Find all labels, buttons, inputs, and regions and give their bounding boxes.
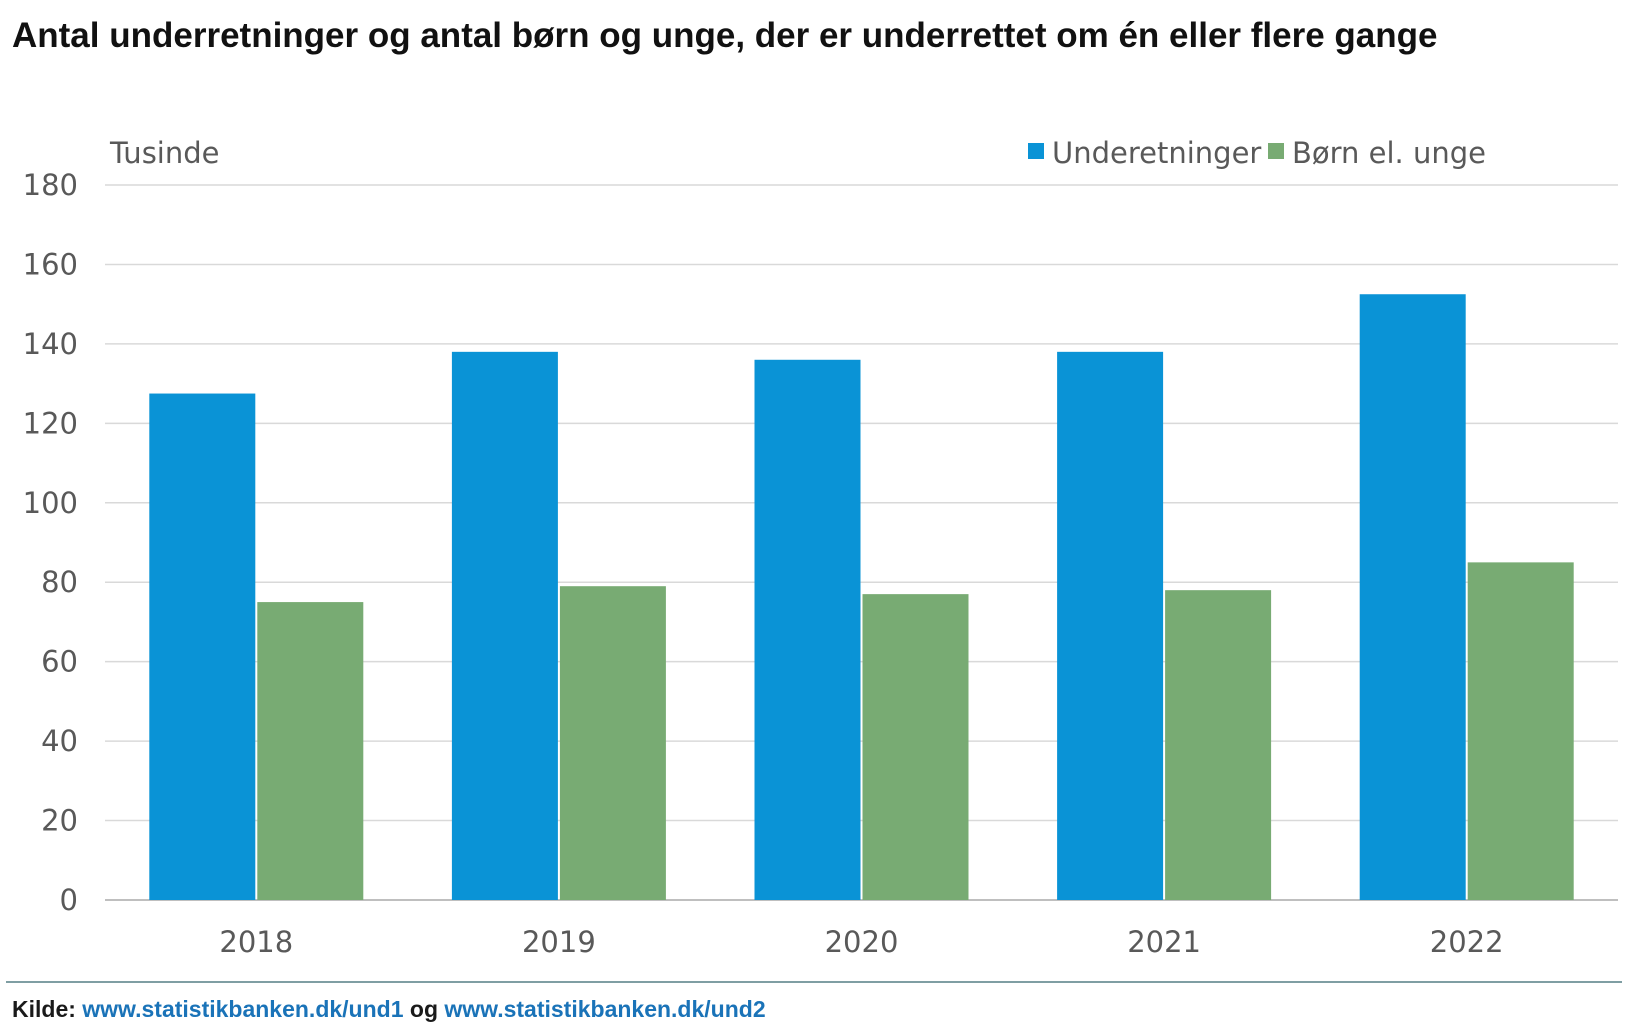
y-tick-label-180: 180 (23, 168, 78, 202)
bar-chart: 0 20 40 60 80 100 120 140 160 180 Tusinde Underet… (23, 136, 1618, 959)
bar-2018-series-2 (257, 602, 364, 900)
x-axis-ticks: 2018 2019 2020 2021 2022 (219, 925, 1503, 959)
bar-2018-series-1 (149, 393, 256, 900)
unit-label: Tusinde (109, 136, 220, 170)
y-tick-label-80: 80 (41, 565, 78, 599)
y-axis-ticks: 0 20 40 60 80 100 120 140 160 180 (23, 168, 78, 917)
bar-2020-series-2 (862, 594, 969, 900)
x-tick-label-2019: 2019 (522, 925, 596, 959)
source-joiner: og (403, 996, 445, 1022)
x-tick-label-2021: 2021 (1127, 925, 1201, 959)
legend-label-series-2: Børn el. unge (1292, 136, 1486, 170)
source-divider (6, 981, 1622, 983)
bars (149, 294, 1574, 901)
legend: Underetninger Børn el. unge (1028, 136, 1486, 170)
legend-swatch-series-1 (1028, 143, 1044, 159)
legend-swatch-series-2 (1268, 143, 1284, 159)
bar-2019-series-2 (559, 586, 666, 900)
bar-2022-series-2 (1467, 562, 1574, 900)
y-tick-label-0: 0 (60, 883, 78, 917)
y-tick-label-160: 160 (23, 247, 78, 281)
bar-2022-series-1 (1359, 294, 1466, 901)
source-link-und2[interactable]: www.statistikbanken.dk/und2 (444, 996, 766, 1022)
bar-2021-series-2 (1165, 590, 1272, 900)
y-tick-label-140: 140 (23, 327, 78, 361)
x-tick-label-2020: 2020 (825, 925, 899, 959)
bar-2019-series-1 (451, 351, 558, 900)
source-link-und1[interactable]: www.statistikbanken.dk/und1 (82, 996, 404, 1022)
legend-label-series-1: Underetninger (1052, 136, 1261, 170)
bar-2021-series-1 (1057, 351, 1164, 900)
y-tick-label-100: 100 (23, 486, 78, 520)
y-tick-label-60: 60 (41, 645, 78, 679)
source-prefix: Kilde: (12, 996, 83, 1022)
bar-2020-series-1 (754, 359, 861, 900)
y-tick-label-20: 20 (41, 804, 78, 838)
y-tick-label-40: 40 (41, 724, 78, 758)
x-tick-label-2018: 2018 (219, 925, 293, 959)
source-line: Kilde: www.statistikbanken.dk/und1 og ww… (12, 996, 766, 1023)
chart-title: Antal underretninger og antal børn og un… (12, 16, 1438, 55)
y-tick-label-120: 120 (23, 406, 78, 440)
x-tick-label-2022: 2022 (1430, 925, 1504, 959)
